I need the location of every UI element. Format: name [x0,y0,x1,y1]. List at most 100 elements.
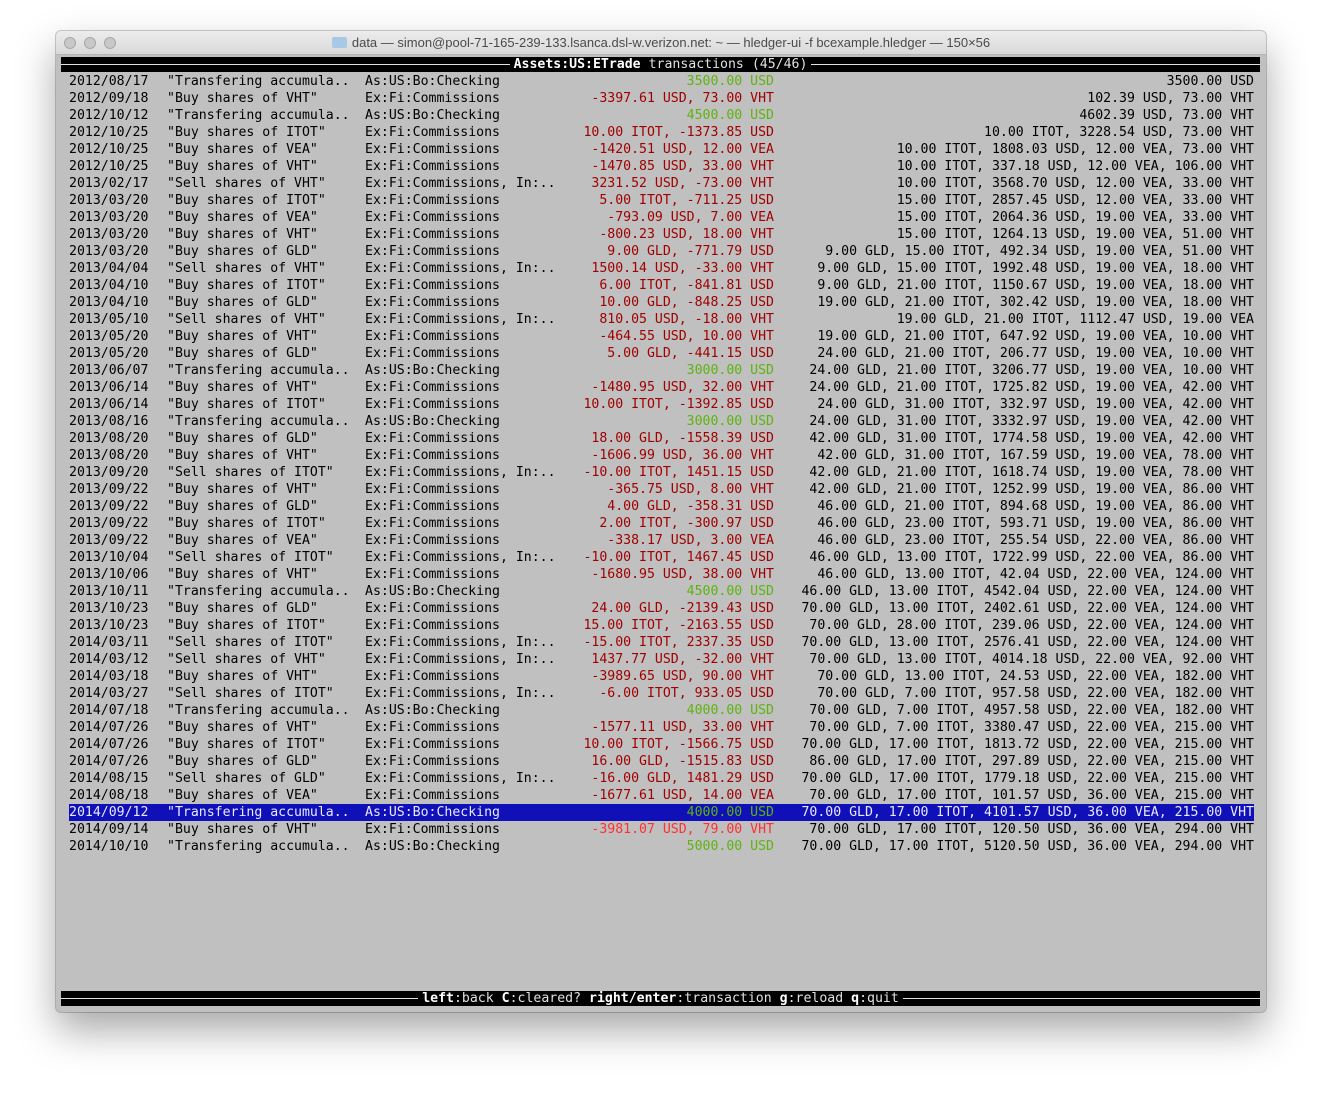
key-name: right/enter [589,991,677,1006]
key-hints: left:back C:cleared? right/enter:transac… [418,991,903,1006]
transaction-row[interactable]: 2013/03/20 "Buy shares of VHT" Ex:Fi:Commi… [69,226,1254,243]
transaction-amount: 4000.00 USD [686,703,774,718]
transaction-row[interactable]: 2013/10/23 "Buy shares of GLD" Ex:Fi:Commi… [69,600,1254,617]
transaction-amount: 10.00 ITOT, -1392.85 USD [583,397,774,412]
transaction-date: 2013/05/20 [69,346,149,361]
transaction-row[interactable]: 2014/03/11 "Sell shares of ITOT" Ex:Fi:Com… [69,634,1254,651]
transaction-row[interactable]: 2014/07/26 "Buy shares of GLD" Ex:Fi:Commi… [69,753,1254,770]
transaction-account: As:US:Bo:Checking [365,74,500,89]
transaction-account: Ex:Fi:Commissions [365,159,500,174]
transaction-row[interactable]: 2014/07/26 "Buy shares of ITOT" Ex:Fi:Comm… [69,736,1254,753]
transaction-account: Ex:Fi:Commissions [365,533,500,548]
transaction-balance: 70.00 GLD, 17.00 ITOT, 1779.18 USD, 22.0… [801,771,1254,786]
transaction-row[interactable]: 2014/09/12 "Transfering accumula.. As:US:B… [69,804,1254,821]
transaction-row[interactable]: 2013/06/14 "Buy shares of VHT" Ex:Fi:Commi… [69,379,1254,396]
transaction-desc: "Transfering accumula.. [167,414,350,429]
transaction-row[interactable]: 2012/09/18 "Buy shares of VHT" Ex:Fi:Commi… [69,90,1254,107]
transaction-date: 2013/08/20 [69,448,149,463]
transaction-account: Ex:Fi:Commissions [365,295,500,310]
transaction-desc: "Sell shares of ITOT" [167,635,334,650]
transaction-row[interactable]: 2013/05/20 "Buy shares of GLD" Ex:Fi:Commi… [69,345,1254,362]
transaction-account: As:US:Bo:Checking [365,414,500,429]
title-bar[interactable]: data — simon@pool-71-165-239-133.lsanca.… [56,31,1266,55]
transaction-desc: "Buy shares of ITOT" [167,516,326,531]
transaction-account: Ex:Fi:Commissions [365,193,500,208]
transaction-desc: "Sell shares of ITOT" [167,465,334,480]
transaction-row[interactable]: 2012/10/25 "Buy shares of ITOT" Ex:Fi:Comm… [69,124,1254,141]
transaction-date: 2013/10/04 [69,550,149,565]
transaction-date: 2013/04/10 [69,295,149,310]
transaction-amount: 5.00 GLD, -441.15 USD [607,346,774,361]
transaction-amount: -793.09 USD, 7.00 VEA [607,210,774,225]
transaction-row[interactable]: 2013/10/04 "Sell shares of ITOT" Ex:Fi:Com… [69,549,1254,566]
transaction-account: Ex:Fi:Commissions, In:.. [365,312,556,327]
transaction-row[interactable]: 2013/04/10 "Buy shares of ITOT" Ex:Fi:Comm… [69,277,1254,294]
transaction-desc: "Buy shares of GLD" [167,499,318,514]
transaction-row[interactable]: 2013/05/10 "Sell shares of VHT" Ex:Fi:Comm… [69,311,1254,328]
transaction-row[interactable]: 2012/08/17 "Transfering accumula.. As:US:B… [69,73,1254,90]
transaction-row[interactable]: 2013/03/20 "Buy shares of VEA" Ex:Fi:Commi… [69,209,1254,226]
transaction-amount: -464.55 USD, 10.00 VHT [599,329,774,344]
transaction-balance: 70.00 GLD, 17.00 ITOT, 120.50 USD, 36.00… [809,822,1254,837]
transaction-row[interactable]: 2013/09/22 "Buy shares of ITOT" Ex:Fi:Comm… [69,515,1254,532]
transaction-row[interactable]: 2013/09/22 "Buy shares of GLD" Ex:Fi:Commi… [69,498,1254,515]
transaction-row[interactable]: 2014/09/14 "Buy shares of VHT" Ex:Fi:Commi… [69,821,1254,838]
transaction-amount: -365.75 USD, 8.00 VHT [607,482,774,497]
transaction-row[interactable]: 2013/10/06 "Buy shares of VHT" Ex:Fi:Commi… [69,566,1254,583]
transaction-row[interactable]: 2014/10/10 "Transfering accumula.. As:US:B… [69,838,1254,855]
transaction-row[interactable]: 2013/04/10 "Buy shares of GLD" Ex:Fi:Commi… [69,294,1254,311]
transaction-date: 2014/03/18 [69,669,149,684]
transaction-row[interactable]: 2013/04/04 "Sell shares of VHT" Ex:Fi:Comm… [69,260,1254,277]
transaction-row[interactable]: 2014/03/18 "Buy shares of VHT" Ex:Fi:Commi… [69,668,1254,685]
transaction-row[interactable]: 2013/05/20 "Buy shares of VHT" Ex:Fi:Commi… [69,328,1254,345]
transaction-row[interactable]: 2013/08/20 "Buy shares of GLD" Ex:Fi:Commi… [69,430,1254,447]
transaction-row[interactable]: 2013/06/07 "Transfering accumula.. As:US:B… [69,362,1254,379]
transaction-row[interactable]: 2012/10/25 "Buy shares of VHT" Ex:Fi:Commi… [69,158,1254,175]
transaction-row[interactable]: 2013/09/22 "Buy shares of VEA" Ex:Fi:Commi… [69,532,1254,549]
transaction-row[interactable]: 2014/08/18 "Buy shares of VEA" Ex:Fi:Commi… [69,787,1254,804]
transaction-row[interactable]: 2013/08/20 "Buy shares of VHT" Ex:Fi:Commi… [69,447,1254,464]
transaction-row[interactable]: 2013/03/20 "Buy shares of ITOT" Ex:Fi:Comm… [69,192,1254,209]
zoom-button[interactable] [104,37,116,49]
transaction-balance: 9.00 GLD, 21.00 ITOT, 1150.67 USD, 19.00… [817,278,1254,293]
transaction-balance: 70.00 GLD, 13.00 ITOT, 24.53 USD, 22.00 … [817,669,1254,684]
transaction-row[interactable]: 2014/03/27 "Sell shares of ITOT" Ex:Fi:Com… [69,685,1254,702]
transaction-row[interactable]: 2013/09/22 "Buy shares of VHT" Ex:Fi:Commi… [69,481,1254,498]
transaction-balance: 19.00 GLD, 21.00 ITOT, 1112.47 USD, 19.0… [896,312,1254,327]
transaction-row[interactable]: 2013/09/20 "Sell shares of ITOT" Ex:Fi:Com… [69,464,1254,481]
transaction-balance: 46.00 GLD, 13.00 ITOT, 42.04 USD, 22.00 … [817,567,1254,582]
transaction-account: Ex:Fi:Commissions [365,601,500,616]
minimize-button[interactable] [84,37,96,49]
terminal[interactable]: Assets:US:ETrade transactions (45/46) 20… [61,55,1260,1010]
transaction-account: Ex:Fi:Commissions [365,431,500,446]
transaction-row[interactable]: 2013/03/20 "Buy shares of GLD" Ex:Fi:Commi… [69,243,1254,260]
transaction-row[interactable]: 2014/07/18 "Transfering accumula.. As:US:B… [69,702,1254,719]
transaction-balance: 46.00 GLD, 13.00 ITOT, 1722.99 USD, 22.0… [809,550,1254,565]
transaction-row[interactable]: 2014/07/26 "Buy shares of VHT" Ex:Fi:Commi… [69,719,1254,736]
transaction-balance: 70.00 GLD, 7.00 ITOT, 4957.58 USD, 22.00… [809,703,1254,718]
transaction-account: Ex:Fi:Commissions [365,618,500,633]
transaction-account: Ex:Fi:Commissions [365,499,500,514]
transaction-desc: "Buy shares of ITOT" [167,618,326,633]
transaction-balance: 24.00 GLD, 31.00 ITOT, 3332.97 USD, 19.0… [809,414,1254,429]
transaction-row[interactable]: 2013/02/17 "Sell shares of VHT" Ex:Fi:Comm… [69,175,1254,192]
key-name: g [779,991,788,1006]
transaction-row[interactable]: 2014/08/15 "Sell shares of GLD" Ex:Fi:Comm… [69,770,1254,787]
transaction-date: 2014/09/12 [69,805,149,820]
transaction-row[interactable]: 2013/06/14 "Buy shares of ITOT" Ex:Fi:Comm… [69,396,1254,413]
transaction-desc: "Transfering accumula.. [167,805,350,820]
transaction-account: Ex:Fi:Commissions [365,142,500,157]
transaction-balance: 9.00 GLD, 15.00 ITOT, 1992.48 USD, 19.00… [817,261,1254,276]
transaction-row[interactable]: 2013/10/11 "Transfering accumula.. As:US:B… [69,583,1254,600]
transaction-amount: -16.00 GLD, 1481.29 USD [591,771,774,786]
transaction-balance: 70.00 GLD, 17.00 ITOT, 1813.72 USD, 22.0… [801,737,1254,752]
transaction-row[interactable]: 2012/10/25 "Buy shares of VEA" Ex:Fi:Commi… [69,141,1254,158]
transaction-row[interactable]: 2012/10/12 "Transfering accumula.. As:US:B… [69,107,1254,124]
transaction-amount: -6.00 ITOT, 933.05 USD [599,686,774,701]
transaction-row[interactable]: 2013/08/16 "Transfering accumula.. As:US:B… [69,413,1254,430]
close-button[interactable] [64,37,76,49]
transaction-row[interactable]: 2014/03/12 "Sell shares of VHT" Ex:Fi:Comm… [69,651,1254,668]
transaction-row[interactable]: 2013/10/23 "Buy shares of ITOT" Ex:Fi:Comm… [69,617,1254,634]
key-action: cleared? [517,991,582,1006]
transaction-date: 2013/03/20 [69,227,149,242]
